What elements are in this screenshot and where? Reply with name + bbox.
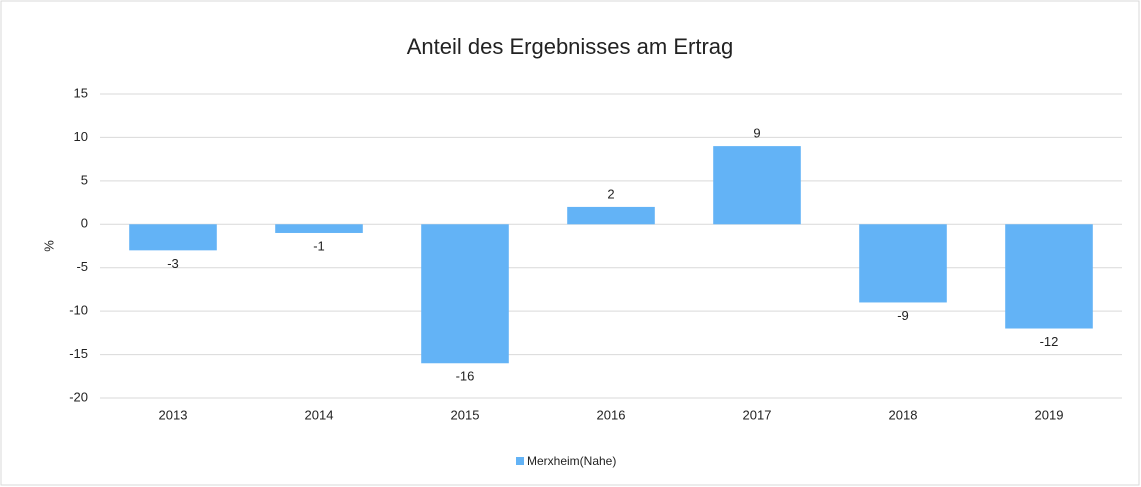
data-label: -3: [167, 256, 179, 271]
data-label: -12: [1040, 334, 1059, 349]
x-tick-label: 2019: [1035, 407, 1064, 422]
bar: [1005, 224, 1093, 329]
y-tick-label: 15: [74, 85, 88, 100]
bar: [567, 206, 655, 225]
bar: [421, 224, 509, 364]
x-tick-label: 2014: [305, 407, 334, 422]
y-tick-label: -10: [69, 303, 88, 318]
bar: [129, 224, 217, 251]
data-label: 9: [753, 126, 760, 141]
x-tick-label: 2013: [159, 407, 188, 422]
chart-title: Anteil des Ergebnisses am Ertrag: [407, 34, 734, 59]
legend-label: Merxheim(Nahe): [527, 454, 616, 468]
bar: [275, 224, 363, 233]
y-tick-label: 5: [81, 172, 88, 187]
y-tick-label: -5: [76, 259, 88, 274]
y-tick-label: -15: [69, 346, 88, 361]
x-tick-label: 2016: [597, 407, 626, 422]
y-tick-label: 10: [74, 129, 88, 144]
legend-swatch: [516, 457, 524, 465]
y-tick-label: -20: [69, 389, 88, 404]
data-label: 2: [607, 186, 614, 201]
data-label: -9: [897, 308, 909, 323]
x-tick-label: 2018: [889, 407, 918, 422]
data-label: -1: [313, 238, 325, 253]
data-label: -16: [456, 369, 475, 384]
bar: [859, 224, 947, 303]
bar: [713, 146, 801, 225]
x-tick-label: 2015: [451, 407, 480, 422]
y-tick-label: 0: [81, 216, 88, 231]
y-axis-label: %: [41, 240, 56, 252]
x-tick-label: 2017: [743, 407, 772, 422]
